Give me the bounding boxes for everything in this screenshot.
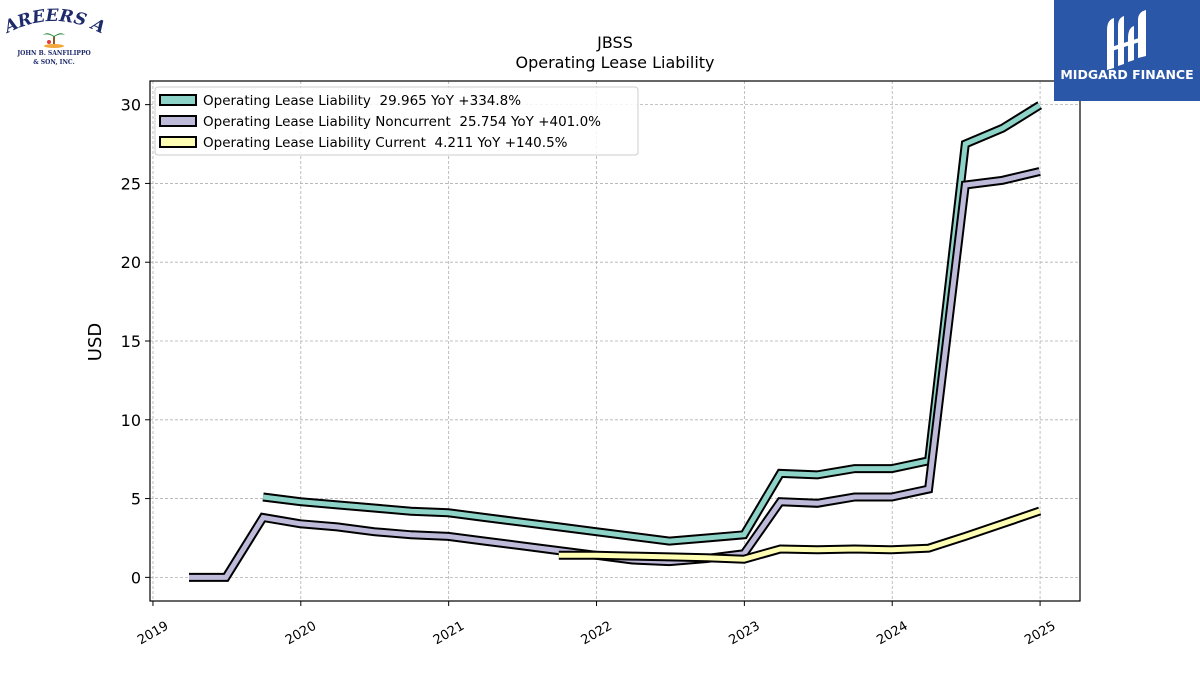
legend-entry-label: Operating Lease Liability Noncurrent 25.… — [203, 114, 601, 130]
y-axis-label: USD — [85, 323, 106, 361]
y-tick-label: 15 — [121, 332, 141, 351]
y-tick-label: 5 — [131, 490, 141, 509]
y-tick-label: 25 — [121, 174, 141, 193]
y-tick-label: 0 — [131, 568, 141, 587]
legend-swatch — [159, 115, 197, 127]
x-tick-label: 2020 — [283, 619, 319, 649]
y-tick-label: 20 — [121, 253, 141, 272]
x-tick-label: 2023 — [727, 619, 763, 649]
x-tick-label: 2021 — [431, 619, 467, 649]
x-tick-label: 2019 — [135, 619, 171, 649]
series-line — [189, 169, 1041, 580]
company-name-line2: & SON, INC. — [33, 59, 75, 66]
series-line — [558, 508, 1041, 562]
legend-entry-label: Operating Lease Liability 29.965 YoY +33… — [203, 93, 521, 109]
legend: Operating Lease Liability 29.965 YoY +33… — [154, 86, 639, 156]
series-line-outline — [262, 101, 1043, 546]
palm-tree-icon — [43, 33, 65, 48]
careers-arc-text: CAREERS AT — [0, 0, 108, 38]
midgard-finance-name: MIDGARD FINANCE — [1060, 67, 1194, 82]
series-line — [262, 103, 1042, 544]
company-name-line1: JOHN B. SANFILIPPO — [17, 50, 91, 57]
chart-subtitle: Operating Lease Liability — [515, 53, 714, 72]
x-tick-label: 2025 — [1022, 619, 1058, 649]
chart-title: JBSS — [596, 33, 633, 52]
y-tick-label: 10 — [121, 411, 141, 430]
legend-swatch — [159, 94, 197, 106]
series-line-outline — [189, 167, 1041, 582]
midgard-mark-icon — [1107, 10, 1146, 70]
midgard-finance-logo: MIDGARD FINANCE — [1054, 0, 1200, 101]
legend-box — [154, 86, 639, 156]
x-tick-label: 2024 — [874, 619, 910, 649]
careers-logo: CAREERS AT JOHN B. SANFILIPPO & SON, INC… — [0, 0, 108, 70]
x-tick-label: 2022 — [579, 619, 615, 649]
legend-entry-label: Operating Lease Liability Current 4.211 … — [203, 135, 568, 151]
y-tick-label: 30 — [121, 96, 141, 115]
legend-swatch — [159, 136, 197, 148]
series-layer — [189, 101, 1043, 582]
